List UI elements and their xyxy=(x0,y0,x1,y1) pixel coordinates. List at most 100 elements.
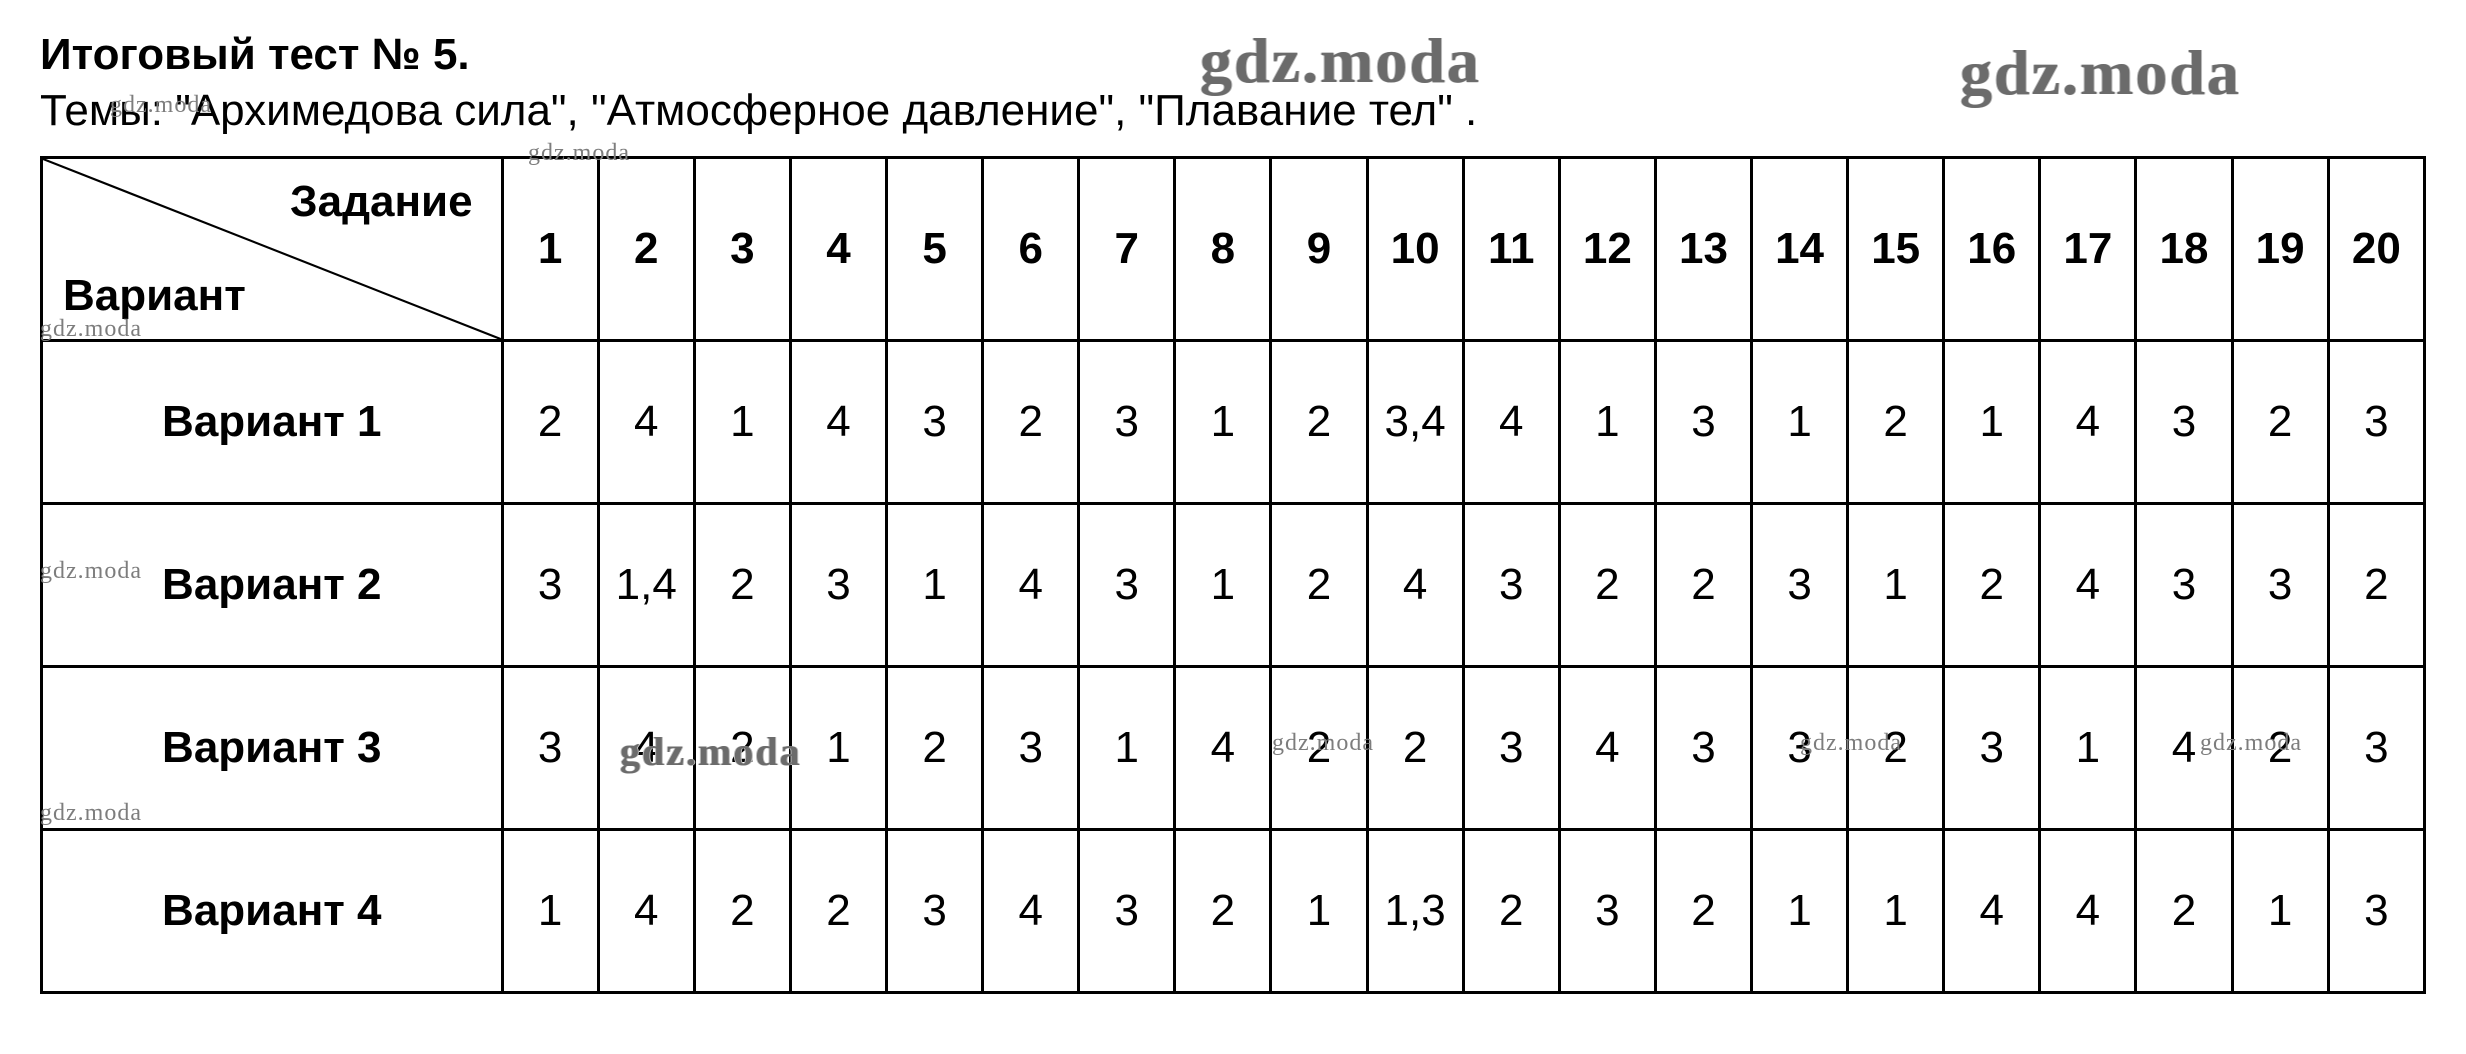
table-header-row: Задание Вариант 1 2 3 4 5 6 7 8 9 10 11 … xyxy=(42,158,2425,341)
answer-cell: 3 xyxy=(790,504,886,667)
answer-cell: 1 xyxy=(1079,667,1175,830)
table-body: Вариант 1 2 4 1 4 3 2 3 1 2 3,4 4 1 3 1 … xyxy=(42,341,2425,993)
col-header: 3 xyxy=(694,158,790,341)
row-label: Вариант 2 xyxy=(42,504,503,667)
answer-cell: 1,4 xyxy=(598,504,694,667)
answer-cell: 4 xyxy=(1367,504,1463,667)
answer-cell: 2 xyxy=(2232,667,2328,830)
answer-cell: 2 xyxy=(1655,830,1751,993)
answer-cell: 2 xyxy=(1559,504,1655,667)
answer-cell: 1 xyxy=(790,667,886,830)
answer-cell: 3 xyxy=(2328,341,2424,504)
answer-cell: 4 xyxy=(983,830,1079,993)
answer-cell: 1 xyxy=(1271,830,1367,993)
page-subtitle: Темы: "Архимедова сила", "Атмосферное да… xyxy=(40,86,2426,136)
answer-cell: 2 xyxy=(694,504,790,667)
answer-cell: 1 xyxy=(1752,341,1848,504)
answer-cell: 3 xyxy=(1944,667,2040,830)
answer-cell: 4 xyxy=(1944,830,2040,993)
answer-cell: 3 xyxy=(887,830,983,993)
col-header: 15 xyxy=(1848,158,1944,341)
answer-cell: 2 xyxy=(1367,667,1463,830)
answer-cell: 2 xyxy=(694,830,790,993)
answer-cell: 4 xyxy=(2040,341,2136,504)
col-header: 7 xyxy=(1079,158,1175,341)
table-row: Вариант 4 1 4 2 2 3 4 3 2 1 1,3 2 3 2 1 … xyxy=(42,830,2425,993)
answer-cell: 1 xyxy=(502,830,598,993)
answer-cell: 3 xyxy=(1559,830,1655,993)
col-header: 2 xyxy=(598,158,694,341)
answer-cell: 2 xyxy=(1271,341,1367,504)
answer-cell: 3 xyxy=(887,341,983,504)
col-header: 1 xyxy=(502,158,598,341)
table-row: Вариант 1 2 4 1 4 3 2 3 1 2 3,4 4 1 3 1 … xyxy=(42,341,2425,504)
table-head: Задание Вариант 1 2 3 4 5 6 7 8 9 10 11 … xyxy=(42,158,2425,341)
header-bottom-label: Вариант xyxy=(63,271,246,321)
col-header: 6 xyxy=(983,158,1079,341)
answer-cell: 4 xyxy=(2040,830,2136,993)
answer-cell: 1 xyxy=(2232,830,2328,993)
answer-cell: 1 xyxy=(2040,667,2136,830)
answer-cell: 1 xyxy=(1559,341,1655,504)
answer-cell: 2 xyxy=(887,667,983,830)
col-header: 9 xyxy=(1271,158,1367,341)
answer-cell: 2 xyxy=(2232,341,2328,504)
answer-cell: 1 xyxy=(1175,341,1271,504)
answer-cell: 3 xyxy=(1463,667,1559,830)
answer-cell: 2 xyxy=(1271,504,1367,667)
col-header: 17 xyxy=(2040,158,2136,341)
answer-cell: 4 xyxy=(2136,667,2232,830)
answer-cell: 3 xyxy=(1655,667,1751,830)
answer-cell: 4 xyxy=(1559,667,1655,830)
answer-cell: 3 xyxy=(502,667,598,830)
answer-cell: 3 xyxy=(1079,341,1175,504)
answer-cell: 2 xyxy=(983,341,1079,504)
answer-cell: 1,3 xyxy=(1367,830,1463,993)
answer-cell: 2 xyxy=(1848,667,1944,830)
answer-cell: 4 xyxy=(598,341,694,504)
answer-cell: 2 xyxy=(1655,504,1751,667)
answer-cell: 3 xyxy=(2328,667,2424,830)
answer-cell: 3 xyxy=(1079,504,1175,667)
answer-cell: 3 xyxy=(1463,504,1559,667)
answer-cell: 2 xyxy=(790,830,886,993)
corner-header-cell: Задание Вариант xyxy=(42,158,503,341)
answer-cell: 2 xyxy=(1944,504,2040,667)
table-row: Вариант 2 3 1,4 2 3 1 4 3 1 2 4 3 2 2 3 … xyxy=(42,504,2425,667)
answer-cell: 1 xyxy=(1848,830,1944,993)
col-header: 16 xyxy=(1944,158,2040,341)
answer-cell: 1 xyxy=(694,341,790,504)
answer-cell: 3 xyxy=(502,504,598,667)
page-title: Итоговый тест № 5. xyxy=(40,30,2426,80)
answer-cell: 2 xyxy=(1271,667,1367,830)
answer-cell: 2 xyxy=(1175,830,1271,993)
col-header: 10 xyxy=(1367,158,1463,341)
answer-cell: 3 xyxy=(983,667,1079,830)
answer-cell: 4 xyxy=(1463,341,1559,504)
answer-cell: 4 xyxy=(1175,667,1271,830)
answer-cell: 3 xyxy=(1752,504,1848,667)
answer-cell: 4 xyxy=(598,830,694,993)
page-root: Итоговый тест № 5. Темы: "Архимедова сил… xyxy=(0,0,2466,1054)
answer-cell: 2 xyxy=(1848,341,1944,504)
col-header: 12 xyxy=(1559,158,1655,341)
col-header: 13 xyxy=(1655,158,1751,341)
answer-cell: 4 xyxy=(983,504,1079,667)
answer-cell: 2 xyxy=(2136,830,2232,993)
header-top-label: Задание xyxy=(290,177,473,227)
answer-cell: 2 xyxy=(2328,504,2424,667)
col-header: 5 xyxy=(887,158,983,341)
answer-cell: 3,4 xyxy=(1367,341,1463,504)
answer-cell: 2 xyxy=(1463,830,1559,993)
answer-cell: 1 xyxy=(1944,341,2040,504)
answer-cell: 1 xyxy=(887,504,983,667)
answer-cell: 3 xyxy=(1079,830,1175,993)
col-header: 4 xyxy=(790,158,886,341)
answer-cell: 1 xyxy=(1848,504,1944,667)
col-header: 19 xyxy=(2232,158,2328,341)
answers-table: Задание Вариант 1 2 3 4 5 6 7 8 9 10 11 … xyxy=(40,156,2426,994)
answer-cell: 4 xyxy=(2040,504,2136,667)
answer-cell: 3 xyxy=(2136,341,2232,504)
row-label: Вариант 1 xyxy=(42,341,503,504)
answer-cell: 1 xyxy=(1175,504,1271,667)
